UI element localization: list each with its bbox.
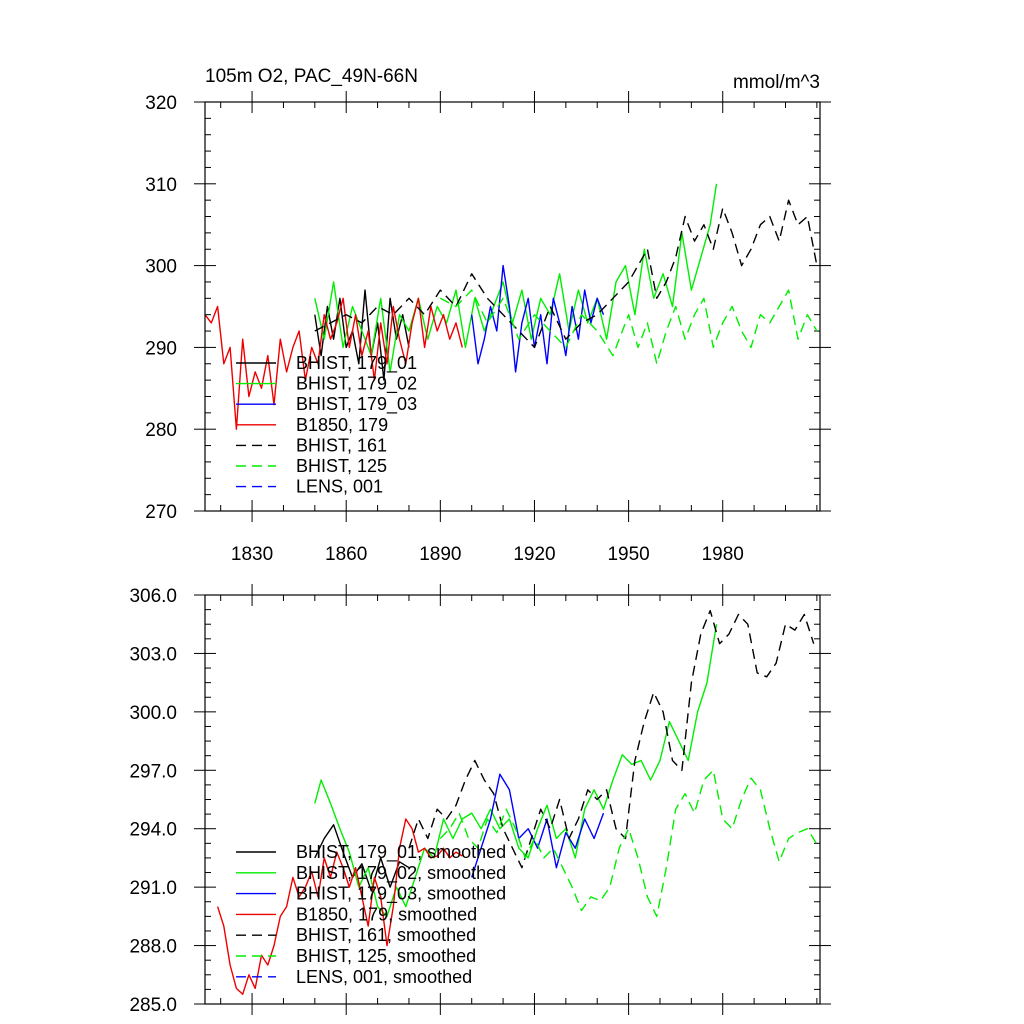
y-tick-label: 320 (145, 93, 177, 114)
y-tick-label: 297.0 (129, 761, 177, 782)
units-label: mmol/m^3 (733, 72, 820, 93)
axes-ticks: 1830 1860 1890 1920 1950 1980 270 280 290 300 310 3… (145, 91, 831, 565)
series-line (471, 773, 605, 878)
y-tick-label: 294.0 (129, 820, 177, 841)
y-tick-label: 306.0 (129, 586, 177, 607)
y-tick-label: 300 (145, 257, 177, 278)
x-tick-label: 1890 (419, 544, 461, 565)
series-line (216, 818, 463, 995)
y-tick-label: 310 (145, 175, 177, 196)
y-tick-label: 291.0 (129, 878, 177, 899)
series-line (314, 199, 818, 349)
y-tick-label: 270 (145, 502, 177, 523)
series-lines (204, 183, 818, 430)
series-line (314, 824, 410, 892)
y-tick-label: 303.0 (129, 644, 177, 665)
x-tick-label: 1920 (513, 544, 555, 565)
series-line (439, 769, 818, 918)
bottom-panel: 285.0 288.0 291.0 294.0 297.0 300.0 303.0 306.0… (129, 584, 831, 1016)
series-lines (216, 609, 818, 995)
legend-entry: B1850, 179, smoothed (296, 904, 477, 924)
x-tick-label: 1860 (325, 544, 367, 565)
y-tick-label: 280 (145, 420, 177, 441)
y-tick-label: 300.0 (129, 703, 177, 724)
series-line (314, 624, 718, 918)
legend-entry: BHIST, 179_02 (296, 374, 417, 395)
axes-ticks: 285.0 288.0 291.0 294.0 297.0 300.0 303.0 306.0 (129, 584, 831, 1016)
chart-title: 105m O2, PAC_49N-66N (205, 66, 418, 87)
y-tick-label: 285.0 (129, 995, 177, 1016)
legend-entry: BHIST, 161 (296, 435, 387, 455)
y-tick-label: 290 (145, 338, 177, 359)
top-panel: 105m O2, PAC_49N-66N mmol/m^3 1830 1860 18… (145, 66, 831, 565)
series-line (204, 297, 463, 430)
y-tick-label: 288.0 (129, 937, 177, 958)
series-line (408, 609, 815, 869)
series-line (314, 183, 718, 373)
legend-entry: BHIST, 125 (296, 456, 387, 476)
x-tick-label: 1980 (702, 544, 744, 565)
legend-entry: BHIST, 125, smoothed (296, 946, 476, 966)
legend-entry: BHIST, 161, smoothed (296, 925, 476, 945)
x-tick-label: 1950 (607, 544, 649, 565)
x-tick-label: 1830 (231, 544, 273, 565)
legend-entry: BHIST, 179_01 (296, 353, 417, 374)
legend-entry: BHIST, 179_02, smoothed (296, 863, 506, 884)
legend-entry: BHIST, 179_03 (296, 394, 417, 415)
legend-entry: BHIST, 179_03, smoothed (296, 884, 506, 905)
legend-entry: B1850, 179 (296, 415, 388, 435)
plot-frame (204, 101, 821, 512)
legend-entry: BHIST, 179_01, smoothed (296, 842, 506, 863)
legend-entry: LENS, 001, smoothed (296, 967, 472, 987)
legend-entry: LENS, 001 (296, 477, 383, 497)
plot-frame (204, 594, 821, 1005)
